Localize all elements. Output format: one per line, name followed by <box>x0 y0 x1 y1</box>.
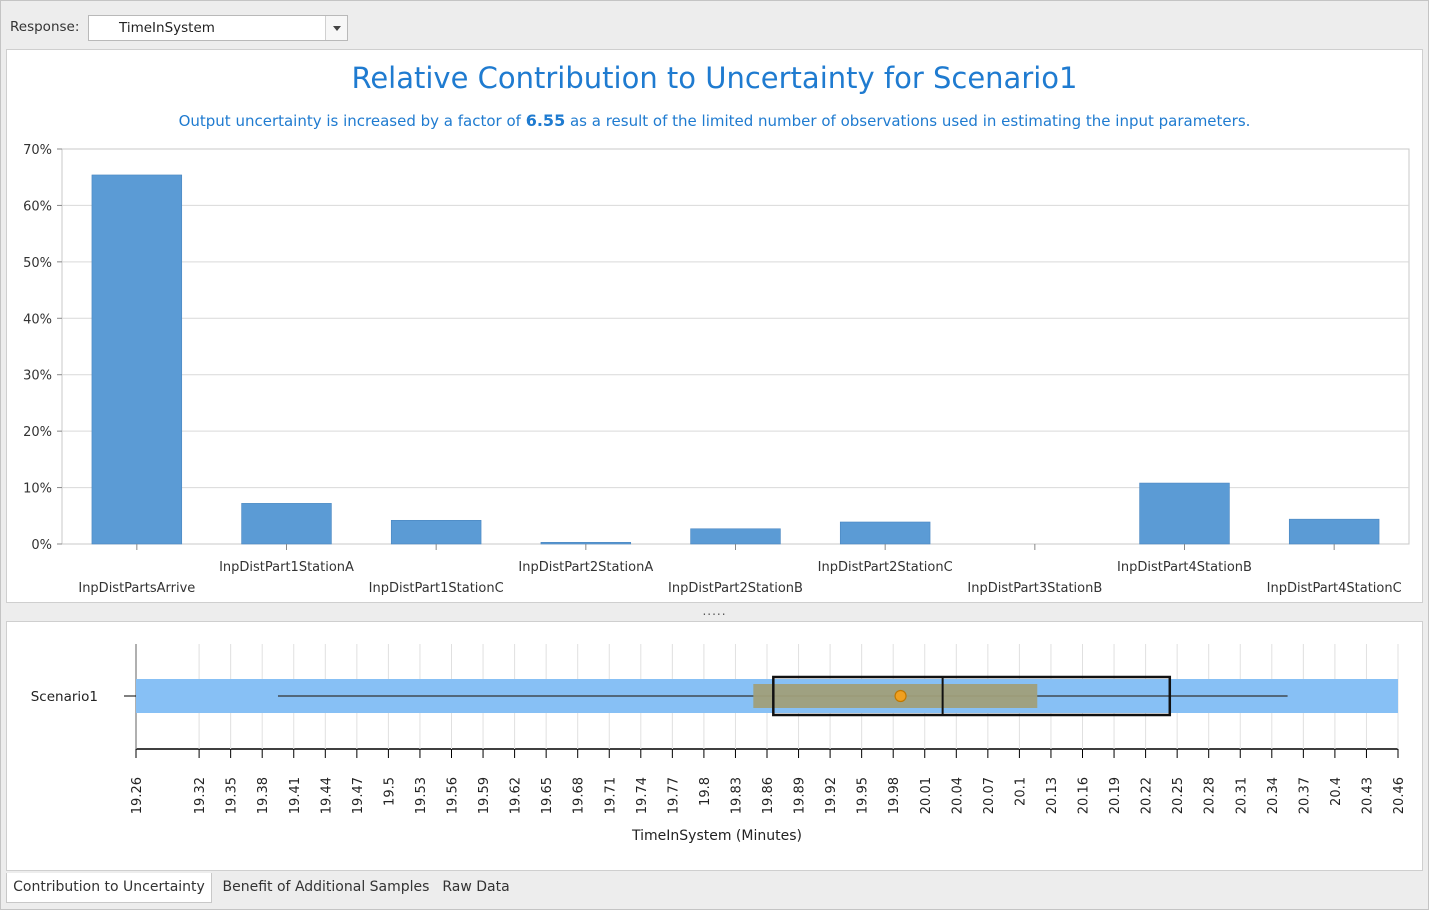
x-tick-label: 20.4 <box>1329 777 1344 806</box>
x-tick-label: 20.28 <box>1203 777 1218 814</box>
x-tick-label: 20.16 <box>1077 777 1092 814</box>
x-tick-label: 20.19 <box>1108 777 1123 814</box>
x-tick-label: 19.59 <box>477 777 492 814</box>
subtitle-prefix: Output uncertainty is increased by a fac… <box>179 112 526 130</box>
x-tick-label: 19.89 <box>793 777 808 814</box>
contribution-chart-panel: Relative Contribution to Uncertainty for… <box>6 49 1423 603</box>
response-dropdown[interactable]: TimeInSystem <box>88 15 348 41</box>
bar <box>690 528 781 545</box>
chart-title: Relative Contribution to Uncertainty for… <box>351 61 1077 95</box>
y-tick-label: 30% <box>23 369 52 384</box>
y-tick-label: 70% <box>23 143 52 158</box>
x-tick-label: 20.37 <box>1297 777 1312 814</box>
x-tick-label: 19.68 <box>572 777 587 814</box>
x-tick-label: 20.46 <box>1392 777 1407 814</box>
contribution-bar-chart: Relative Contribution to Uncertainty for… <box>23 61 1410 596</box>
x-tick-label: InpDistPart4StationB <box>1117 560 1252 575</box>
x-tick-label: 20.34 <box>1266 777 1281 814</box>
y-tick-label: 60% <box>23 199 52 214</box>
x-tick-label: 19.38 <box>256 777 271 814</box>
dropdown-button[interactable] <box>325 16 347 40</box>
x-tick-label: 19.44 <box>319 777 334 814</box>
x-tick-label: 19.95 <box>856 777 871 814</box>
category-label: Scenario1 <box>31 689 98 705</box>
x-tick-label: 19.41 <box>288 777 303 814</box>
uncertainty-factor: 6.55 <box>526 111 565 130</box>
bar <box>540 542 632 545</box>
tab-raw-data[interactable]: Raw Data <box>442 879 510 895</box>
interquartile-box <box>772 675 1172 717</box>
bar <box>390 519 482 545</box>
x-tick-label: 19.98 <box>887 777 902 814</box>
bar <box>241 503 332 545</box>
bar <box>1139 482 1230 545</box>
x-tick-label: 20.13 <box>1045 777 1060 814</box>
response-toolbar: Response: TimeInSystem <box>1 3 1429 47</box>
boxplot-chart-panel: 19.26 19.32 19.35 19.38 19.41 19.44 19.47 19.5 1… <box>6 621 1423 871</box>
tab-bar: Contribution to Uncertainty Benefit of A… <box>6 873 1423 905</box>
bar <box>839 521 931 545</box>
x-tick-label: InpDistPart2StationB <box>668 581 803 596</box>
y-tick-label: 40% <box>23 312 52 327</box>
x-tick-label: InpDistPart2StationC <box>818 560 953 575</box>
x-tick-label: 19.56 <box>446 777 461 814</box>
x-tick-label: 19.35 <box>225 777 240 814</box>
x-tick-label: 19.86 <box>761 777 776 814</box>
x-axis-label: TimeInSystem (Minutes) <box>631 828 802 844</box>
x-tick-label: 19.77 <box>666 777 681 814</box>
response-label: Response: <box>10 19 80 35</box>
x-tick-label: 20.43 <box>1360 777 1375 814</box>
plot-area <box>61 148 1410 545</box>
x-tick-label: 20.1 <box>1013 777 1028 806</box>
splitter-grip: ..... <box>702 604 727 618</box>
x-tick-label: 19.5 <box>382 777 397 806</box>
x-tick-label: 20.25 <box>1171 777 1186 814</box>
x-tick-label: 20.07 <box>982 777 997 814</box>
y-tick-label: 10% <box>23 482 52 497</box>
y-tick-label: 50% <box>23 256 52 271</box>
subtitle-suffix: as a result of the limited number of obs… <box>565 112 1250 130</box>
x-tick-label: 20.22 <box>1140 777 1155 814</box>
x-tick-label: 19.32 <box>193 777 208 814</box>
bar <box>1288 518 1380 545</box>
x-tick-label: 20.31 <box>1234 777 1249 814</box>
mean-marker <box>894 689 907 703</box>
time-in-system-box-plot: 19.26 19.32 19.35 19.38 19.41 19.44 19.47 19.5 1… <box>31 644 1407 844</box>
chevron-down-icon <box>333 26 341 31</box>
x-tick-label: 19.53 <box>414 777 429 814</box>
x-tick-label: 20.04 <box>950 777 965 814</box>
tab-benefit-of-additional-samples[interactable]: Benefit of Additional Samples <box>222 879 430 895</box>
y-tick-label: 20% <box>23 425 52 440</box>
y-tick-label: 0% <box>31 538 52 553</box>
x-tick-label: InpDistPart3StationB <box>967 581 1102 596</box>
x-tick-label: InpDistPart4StationC <box>1267 581 1402 596</box>
x-tick-label: InpDistPartsArrive <box>78 581 195 596</box>
x-tick-label: 19.74 <box>635 777 650 814</box>
x-tick-label: InpDistPart2StationA <box>518 560 653 575</box>
x-tick-label: 19.65 <box>540 777 555 814</box>
panel-splitter[interactable]: ..... <box>6 603 1423 621</box>
x-tick-label: 19.62 <box>509 777 524 814</box>
x-tick-label: InpDistPart1StationC <box>369 581 504 596</box>
chart-subtitle: Output uncertainty is increased by a fac… <box>179 111 1251 130</box>
x-tick-label: InpDistPart1StationA <box>219 560 354 575</box>
x-tick-label: 19.26 <box>130 777 145 814</box>
x-tick-label: 19.47 <box>351 777 366 814</box>
x-tick-label: 19.8 <box>698 777 713 806</box>
response-value: TimeInSystem <box>119 20 215 36</box>
x-tick-label: 20.01 <box>919 777 934 814</box>
x-tick-label: 19.71 <box>603 777 618 814</box>
x-tick-label: 19.92 <box>824 777 839 814</box>
x-tick-label: 19.83 <box>729 777 744 814</box>
bar <box>91 174 183 545</box>
tab-contribution-to-uncertainty[interactable]: Contribution to Uncertainty <box>6 873 212 903</box>
